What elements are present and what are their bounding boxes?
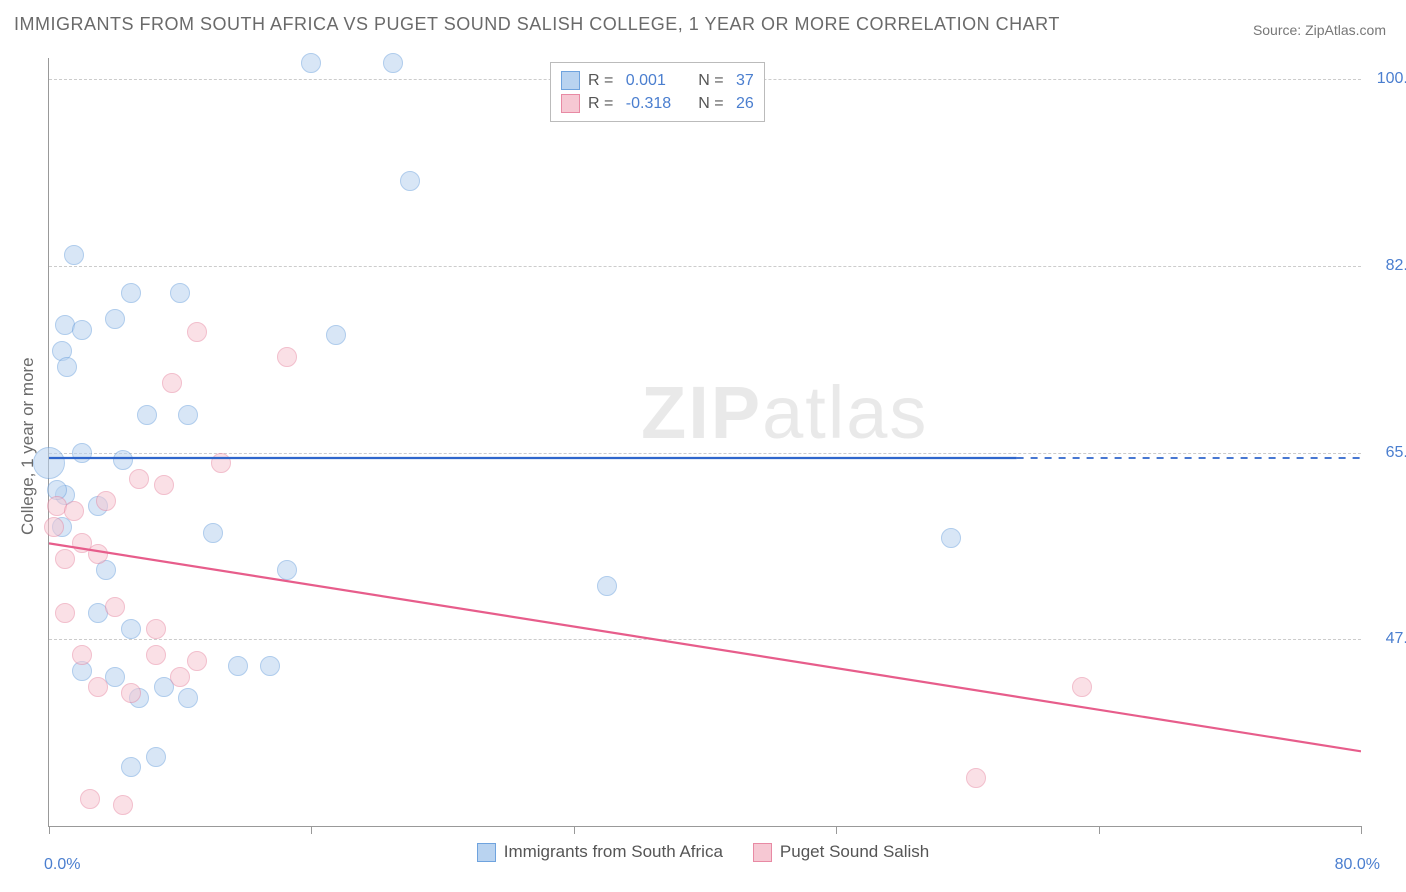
- data-point: [146, 645, 166, 665]
- legend-swatch: [753, 843, 772, 862]
- legend-stat-row: R = 0.001 N = 37: [561, 69, 754, 92]
- data-point: [72, 320, 92, 340]
- data-point: [277, 347, 297, 367]
- data-point: [228, 656, 248, 676]
- data-point: [96, 491, 116, 511]
- data-point: [137, 405, 157, 425]
- legend-series-item: Immigrants from South Africa: [477, 842, 723, 862]
- x-tick: [1099, 826, 1100, 834]
- legend-correlation-box: R = 0.001 N = 37R = -0.318 N = 26: [550, 62, 765, 122]
- legend-series-label: Immigrants from South Africa: [504, 842, 723, 862]
- scatter-plot: ZIPatlas 100.0%82.5%65.0%47.5%: [48, 58, 1361, 827]
- data-point: [301, 53, 321, 73]
- y-axis-label: College, 1 year or more: [18, 0, 38, 892]
- data-point: [178, 405, 198, 425]
- data-point: [187, 322, 207, 342]
- data-point: [33, 447, 65, 479]
- data-point: [187, 651, 207, 671]
- legend-series: Immigrants from South Africa Puget Sound …: [0, 842, 1406, 862]
- data-point: [383, 53, 403, 73]
- chart-title: IMMIGRANTS FROM SOUTH AFRICA VS PUGET SO…: [14, 14, 1060, 35]
- data-point: [178, 688, 198, 708]
- data-point: [121, 757, 141, 777]
- data-point: [121, 683, 141, 703]
- data-point: [154, 475, 174, 495]
- trend-lines: [49, 58, 1361, 826]
- data-point: [64, 245, 84, 265]
- legend-series-item: Puget Sound Salish: [753, 842, 929, 862]
- y-tick-label: 82.5%: [1371, 257, 1406, 275]
- x-tick: [1361, 826, 1362, 834]
- legend-r-label: R =: [588, 95, 618, 113]
- data-point: [170, 667, 190, 687]
- legend-swatch: [561, 71, 580, 90]
- data-point: [72, 443, 92, 463]
- legend-r-value: -0.318: [626, 95, 686, 113]
- legend-series-label: Puget Sound Salish: [780, 842, 929, 862]
- legend-r-label: R =: [588, 72, 618, 90]
- data-point: [146, 619, 166, 639]
- gridline: [49, 266, 1361, 267]
- data-point: [113, 795, 133, 815]
- y-tick-label: 47.5%: [1371, 630, 1406, 648]
- x-tick: [574, 826, 575, 834]
- y-tick-label: 100.0%: [1371, 70, 1406, 88]
- data-point: [277, 560, 297, 580]
- data-point: [170, 283, 190, 303]
- data-point: [105, 309, 125, 329]
- data-point: [121, 283, 141, 303]
- x-tick: [311, 826, 312, 834]
- watermark: ZIPatlas: [641, 370, 928, 455]
- data-point: [146, 747, 166, 767]
- data-point: [941, 528, 961, 548]
- legend-stat-row: R = -0.318 N = 26: [561, 92, 754, 115]
- data-point: [88, 544, 108, 564]
- legend-n-label: N =: [694, 72, 728, 90]
- data-point: [211, 453, 231, 473]
- legend-r-value: 0.001: [626, 72, 686, 90]
- data-point: [400, 171, 420, 191]
- legend-swatch: [477, 843, 496, 862]
- x-tick: [49, 826, 50, 834]
- legend-n-value: 37: [736, 72, 754, 90]
- data-point: [88, 677, 108, 697]
- data-point: [80, 789, 100, 809]
- data-point: [72, 645, 92, 665]
- data-point: [1072, 677, 1092, 697]
- legend-swatch: [561, 94, 580, 113]
- gridline: [49, 453, 1361, 454]
- data-point: [55, 603, 75, 623]
- data-point: [121, 619, 141, 639]
- data-point: [57, 357, 77, 377]
- data-point: [129, 469, 149, 489]
- data-point: [260, 656, 280, 676]
- data-point: [597, 576, 617, 596]
- data-point: [203, 523, 223, 543]
- data-point: [162, 373, 182, 393]
- data-point: [64, 501, 84, 521]
- x-tick: [836, 826, 837, 834]
- data-point: [44, 517, 64, 537]
- data-point: [326, 325, 346, 345]
- legend-n-value: 26: [736, 95, 754, 113]
- data-point: [55, 549, 75, 569]
- data-point: [113, 450, 133, 470]
- chart-source: Source: ZipAtlas.com: [1253, 22, 1386, 38]
- y-tick-label: 65.0%: [1371, 444, 1406, 462]
- data-point: [105, 597, 125, 617]
- legend-n-label: N =: [694, 95, 728, 113]
- data-point: [966, 768, 986, 788]
- gridline: [49, 639, 1361, 640]
